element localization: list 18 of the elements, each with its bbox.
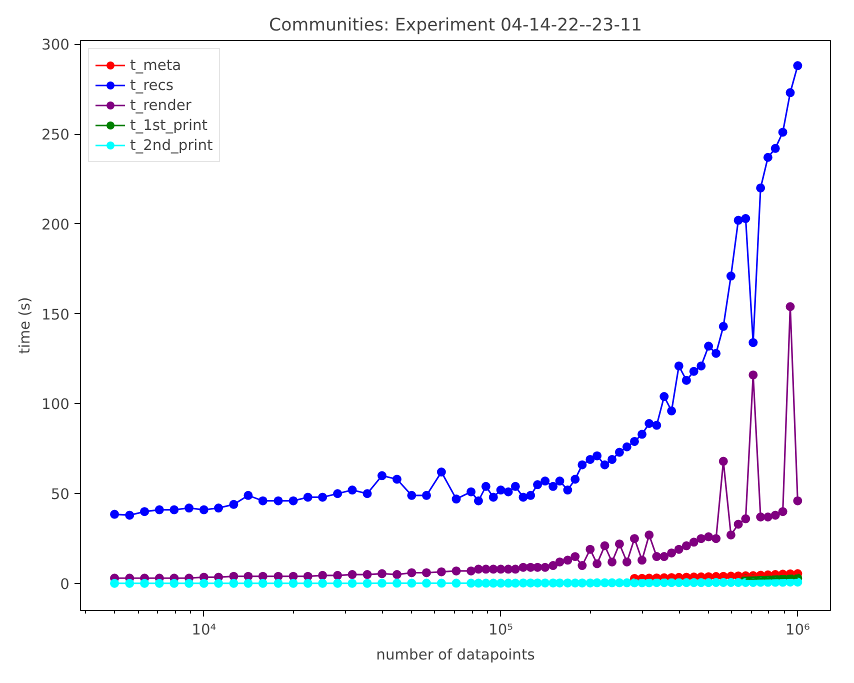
legend-label: t_meta	[130, 56, 182, 74]
legend-label: t_1st_print	[130, 116, 208, 134]
x-tick-label: 10⁶	[785, 622, 810, 638]
chart-title: Communities: Experiment 04-14-22--23-11	[268, 16, 642, 36]
y-tick-label: 100	[42, 396, 70, 414]
x-tick-label: 10⁴	[192, 622, 216, 638]
y-tick-label: 150	[42, 306, 70, 324]
y-tick-label: 50	[50, 486, 70, 504]
y-tick-label: 200	[42, 216, 70, 234]
y-axis-title: time (s)	[16, 297, 34, 354]
x-axis-title: number of datapoints	[376, 646, 535, 664]
legend-label: t_2nd_print	[130, 136, 213, 154]
x-tick-label: 10⁵	[488, 622, 514, 638]
y-tick-label: 0	[60, 576, 70, 594]
y-tick-label: 250	[42, 126, 70, 144]
y-tick-label: 300	[42, 36, 70, 54]
legend-label: t_recs	[130, 76, 174, 94]
legend-label: t_render	[130, 96, 192, 114]
